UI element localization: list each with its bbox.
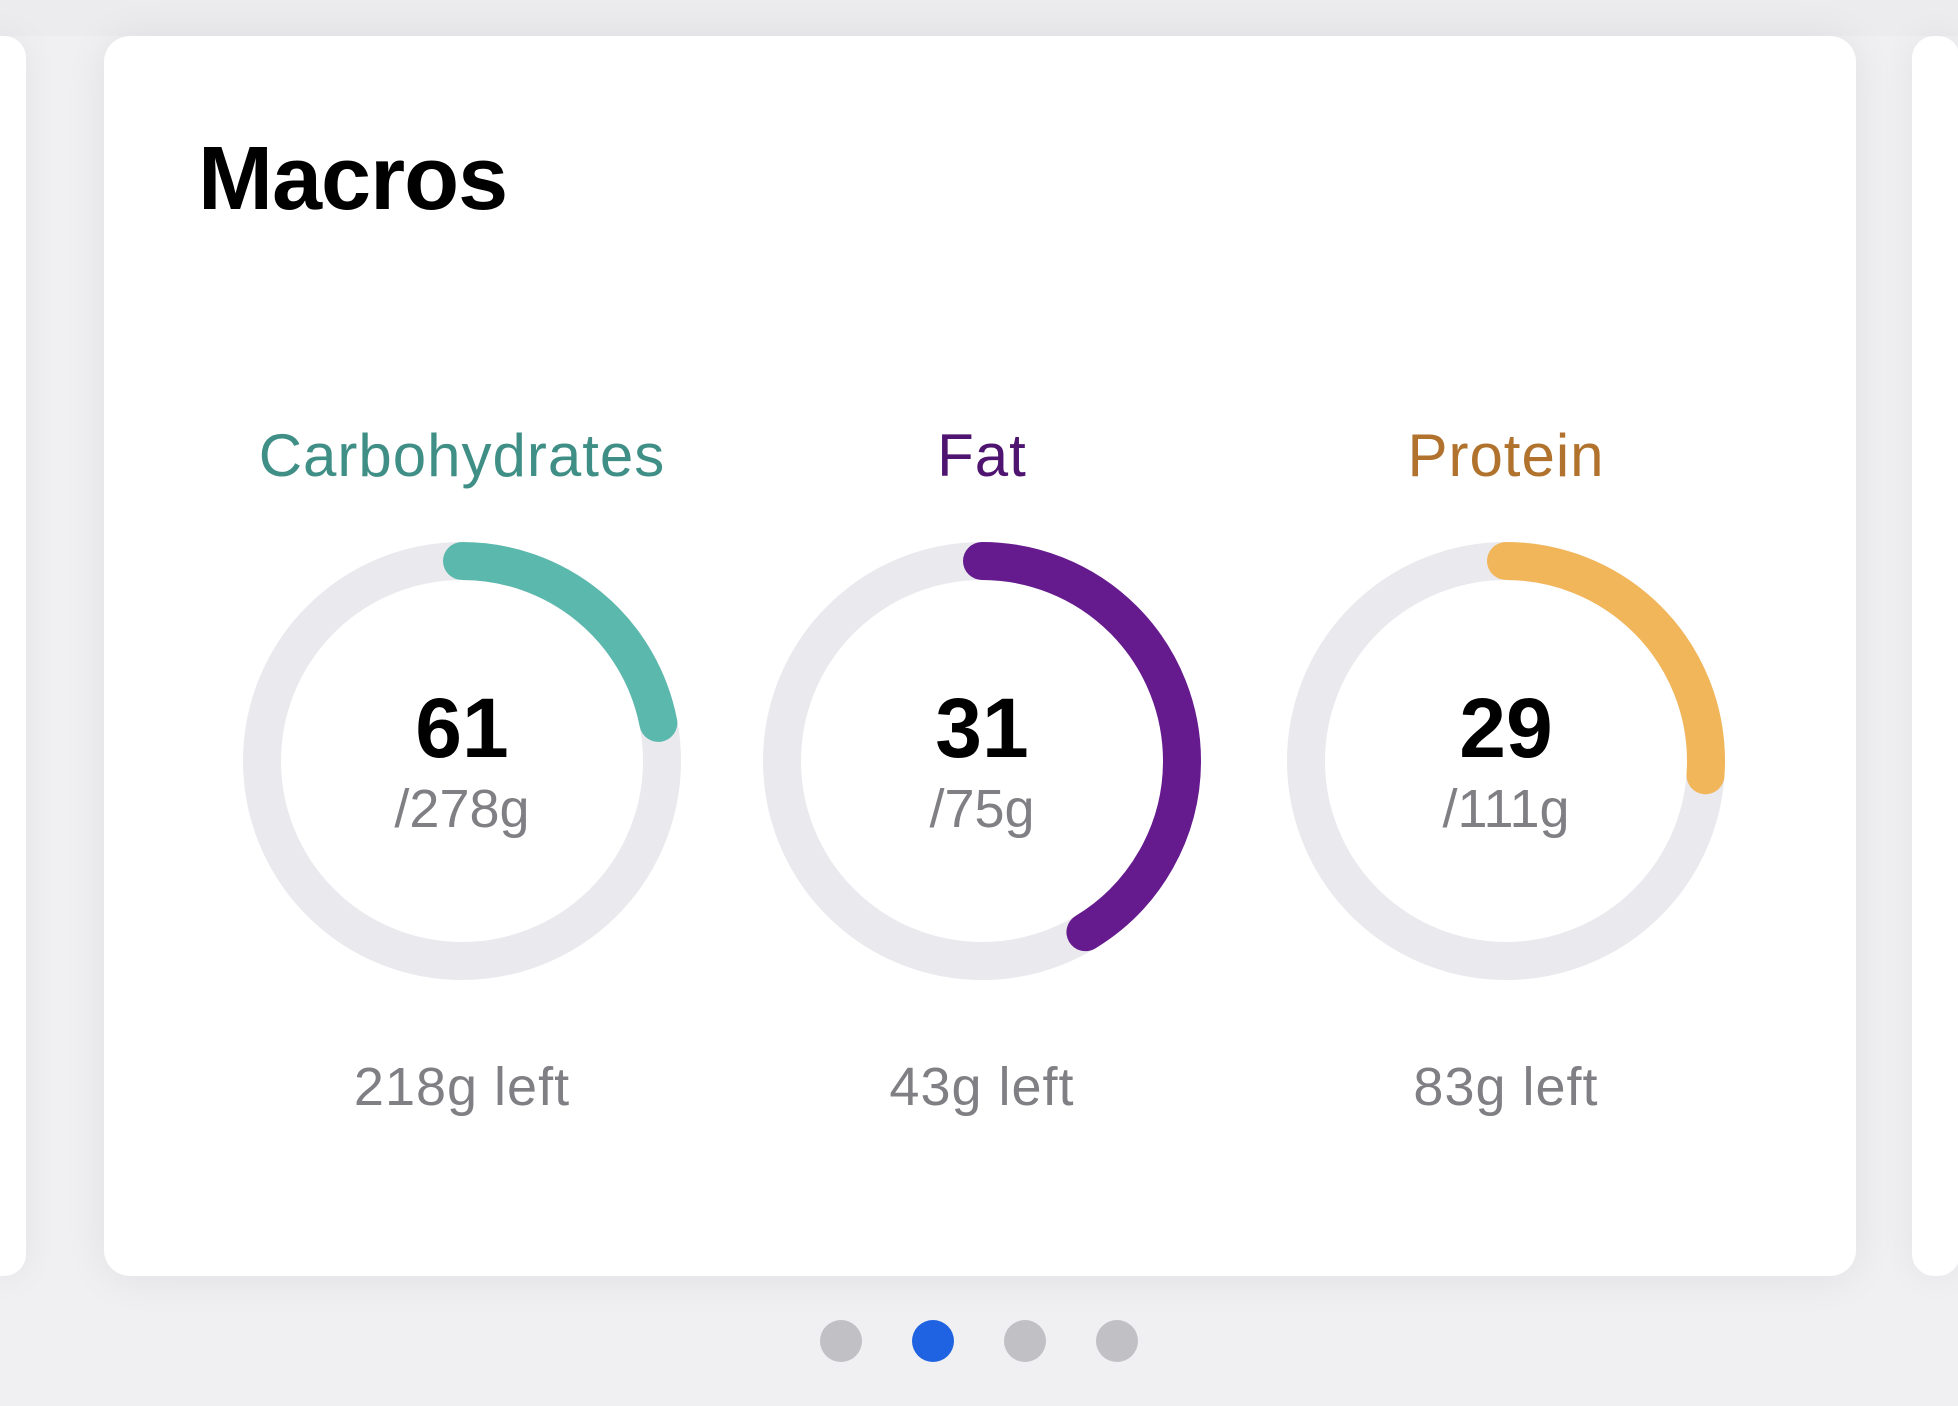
macro-protein: Protein 29 /111g 83g left bbox=[1246, 36, 1766, 1276]
remaining-text: 43g left bbox=[889, 1057, 1075, 1117]
macros-card: Macros Carbohydrates 61 /278g 218g left … bbox=[104, 36, 1856, 1276]
consumed-value: 61 bbox=[415, 681, 509, 775]
page-dot-3[interactable] bbox=[1004, 1320, 1046, 1362]
goal-value: /111g bbox=[1442, 779, 1570, 839]
goal-value: /75g bbox=[929, 779, 1035, 839]
consumed-value: 29 bbox=[1459, 681, 1553, 775]
macro-carbohydrates: Carbohydrates 61 /278g 218g left bbox=[202, 36, 722, 1276]
protein-progress-ring bbox=[1287, 542, 1725, 980]
remaining-text: 218g left bbox=[353, 1057, 571, 1117]
macro-fat: Fat 31 /75g 43g left bbox=[722, 36, 1242, 1276]
consumed-value: 31 bbox=[935, 681, 1029, 775]
goal-value: /278g bbox=[394, 779, 530, 839]
remaining-text: 83g left bbox=[1413, 1057, 1599, 1117]
ring-progress-arc bbox=[1287, 542, 1725, 980]
next-card-peek[interactable] bbox=[1912, 36, 1958, 1276]
page-dot-4[interactable] bbox=[1096, 1320, 1138, 1362]
macro-label-fat: Fat bbox=[937, 422, 1027, 489]
ring-progress-arc bbox=[243, 542, 681, 980]
page-dot-1[interactable] bbox=[820, 1320, 862, 1362]
ring-progress-arc bbox=[763, 542, 1201, 980]
macro-label-protein: Protein bbox=[1407, 422, 1605, 489]
carbohydrates-progress-ring bbox=[243, 542, 681, 980]
card-title: Macros bbox=[198, 129, 508, 229]
page-dot-2[interactable] bbox=[912, 1320, 954, 1362]
top-background-band bbox=[0, 0, 1958, 36]
macro-label-carbohydrates: Carbohydrates bbox=[258, 422, 666, 489]
previous-card-peek[interactable] bbox=[0, 36, 26, 1276]
page-indicator bbox=[0, 1320, 1958, 1364]
fat-progress-ring bbox=[763, 542, 1201, 980]
